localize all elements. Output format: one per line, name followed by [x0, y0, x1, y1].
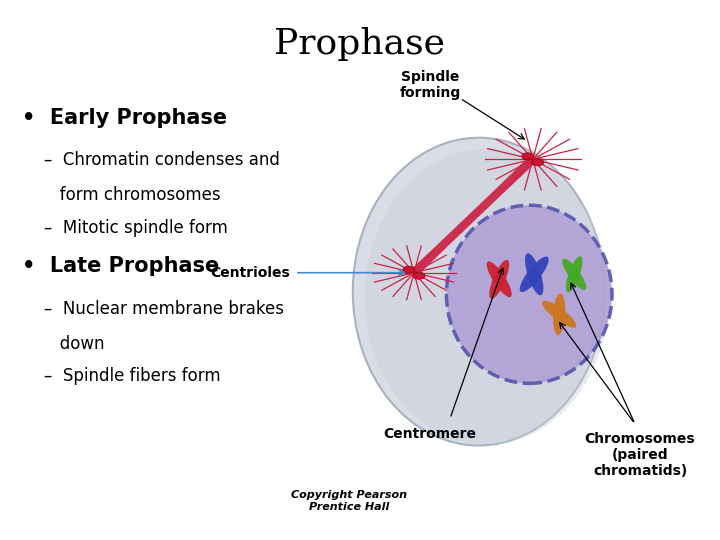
Ellipse shape: [530, 270, 539, 279]
Ellipse shape: [520, 256, 549, 292]
Ellipse shape: [555, 310, 564, 319]
Ellipse shape: [532, 159, 544, 166]
Text: Centromere: Centromere: [384, 427, 477, 441]
Ellipse shape: [522, 153, 534, 160]
Ellipse shape: [495, 275, 503, 284]
Ellipse shape: [562, 259, 586, 290]
Ellipse shape: [553, 293, 565, 335]
Text: –  Spindle fibers form: – Spindle fibers form: [44, 367, 220, 385]
Ellipse shape: [403, 266, 415, 273]
Ellipse shape: [530, 270, 539, 279]
Ellipse shape: [542, 301, 576, 328]
Ellipse shape: [555, 310, 564, 319]
Text: Centrioles: Centrioles: [210, 266, 290, 280]
Ellipse shape: [570, 271, 578, 278]
Ellipse shape: [495, 275, 503, 284]
Text: •  Early Prophase: • Early Prophase: [22, 108, 227, 128]
Ellipse shape: [446, 205, 612, 383]
Text: •  Late Prophase: • Late Prophase: [22, 256, 220, 276]
Text: Spindle
forming: Spindle forming: [400, 70, 461, 100]
Ellipse shape: [566, 256, 582, 292]
Ellipse shape: [365, 148, 609, 444]
Ellipse shape: [353, 138, 605, 445]
Ellipse shape: [413, 272, 425, 279]
Ellipse shape: [525, 253, 544, 295]
Ellipse shape: [490, 260, 509, 299]
Text: Chromosomes
(paired
chromatids): Chromosomes (paired chromatids): [585, 432, 696, 478]
Text: –  Chromatin condenses and: – Chromatin condenses and: [44, 151, 280, 169]
Text: Copyright Pearson
Prentice Hall: Copyright Pearson Prentice Hall: [291, 490, 408, 512]
Text: –  Mitotic spindle form: – Mitotic spindle form: [44, 219, 228, 237]
Text: Prophase: Prophase: [274, 27, 446, 61]
Text: down: down: [44, 335, 104, 353]
Ellipse shape: [487, 261, 512, 297]
Ellipse shape: [570, 271, 578, 278]
Text: –  Nuclear membrane brakes: – Nuclear membrane brakes: [44, 300, 284, 318]
Text: form chromosomes: form chromosomes: [44, 186, 220, 204]
